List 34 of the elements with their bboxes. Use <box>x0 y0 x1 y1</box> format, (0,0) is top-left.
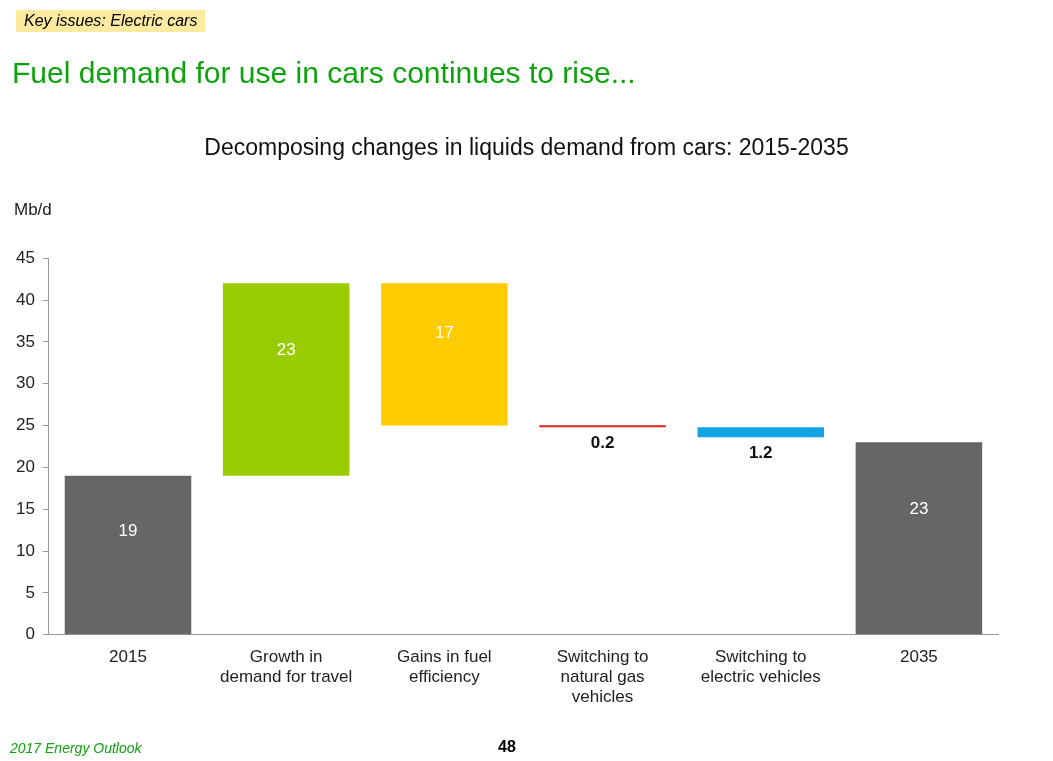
bar <box>381 283 508 426</box>
data-label: 19 <box>118 520 138 540</box>
y-tick-label: 10 <box>15 540 35 560</box>
y-tick-label: 35 <box>15 331 35 351</box>
data-label: 17 <box>434 322 454 342</box>
y-tick-label: 45 <box>15 247 35 267</box>
x-tick-label: Switching to electric vehicles <box>700 646 821 687</box>
y-tick-label: 5 <box>25 582 35 602</box>
data-label: 0.2 <box>590 432 615 452</box>
chart-title: Fuel demand for use in cars continues to rise... <box>12 56 636 90</box>
bar <box>64 475 192 635</box>
x-tick-label: Growth in demand for travel <box>220 646 353 687</box>
text: Key issues: Electric cars <box>16 10 206 32</box>
y-tick-label: 40 <box>15 289 35 309</box>
y-tick-label: 0 <box>25 624 35 644</box>
y-tick-label: 30 <box>15 373 35 393</box>
y-axis-title: Mb/d <box>14 200 52 220</box>
y-tick-label: 15 <box>15 498 35 518</box>
x-tick-label: Switching to natural gas vehicles <box>556 646 649 707</box>
data-label: 23 <box>276 340 296 360</box>
y-tick-label: 20 <box>15 457 35 477</box>
bar <box>222 283 350 476</box>
data-label: 1.2 <box>748 442 773 462</box>
y-tick-label: 25 <box>15 415 35 435</box>
text: 48 <box>498 738 516 756</box>
text: 2017 Energy Outlook <box>10 740 142 756</box>
bar <box>539 425 666 428</box>
x-tick-label: Gains in fuel efficiency <box>397 646 492 687</box>
x-tick-label: 2035 <box>900 646 938 666</box>
x-tick-label: 2015 <box>109 646 147 666</box>
chart-subtitle: Decomposing changes in liquids demand from cars: 2015-2035 <box>203 134 850 161</box>
data-label: 23 <box>909 499 929 519</box>
bar <box>855 442 983 635</box>
bar <box>697 427 824 438</box>
